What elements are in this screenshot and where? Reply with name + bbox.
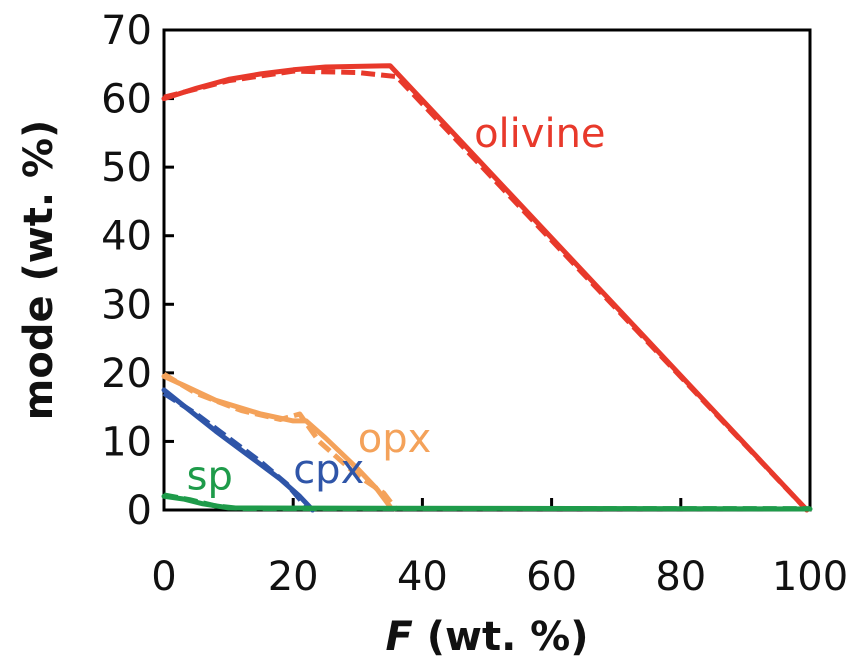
series-label-opx: opx	[358, 416, 432, 462]
y-tick-label: 0	[127, 488, 152, 534]
series-olivine-dashed-line	[163, 68, 809, 512]
x-tick-label: 40	[397, 554, 448, 600]
y-tick-label: 60	[101, 77, 152, 123]
y-tick-label: 50	[101, 145, 152, 191]
series-cpx-solid-line	[161, 387, 316, 513]
x-axis-title-units: (wt. %)	[413, 614, 589, 660]
y-tick-label: 10	[101, 419, 152, 465]
x-axis-title: F (wt. %)	[385, 614, 588, 660]
x-tick-label: 20	[268, 554, 319, 600]
series-label-olivine: olivine	[474, 111, 605, 157]
y-axis-title: mode (wt. %)	[16, 120, 62, 421]
series-label-cpx: cpx	[293, 447, 364, 493]
y-tick-label: 30	[101, 282, 152, 328]
plot-area	[162, 28, 812, 512]
series-opx-solid-line	[161, 373, 393, 510]
x-tick-label: 80	[655, 554, 706, 600]
y-tick-label: 20	[101, 351, 152, 397]
x-axis-ticks: 0 20 40 60 80 100	[151, 498, 848, 600]
series-sp-solid-line	[161, 493, 813, 512]
y-axis-ticks: 0 10 20 30 40 50 60 70	[101, 8, 174, 534]
x-axis-title-variable: F	[385, 614, 412, 660]
x-tick-label: 100	[772, 554, 848, 600]
x-tick-label: 60	[526, 554, 577, 600]
y-tick-label: 40	[101, 214, 152, 260]
series-label-sp: sp	[187, 454, 233, 500]
x-tick-label: 0	[151, 554, 176, 600]
y-tick-label: 70	[101, 8, 152, 54]
series-olivine-solid-line	[161, 63, 810, 513]
series-layer	[161, 63, 813, 513]
